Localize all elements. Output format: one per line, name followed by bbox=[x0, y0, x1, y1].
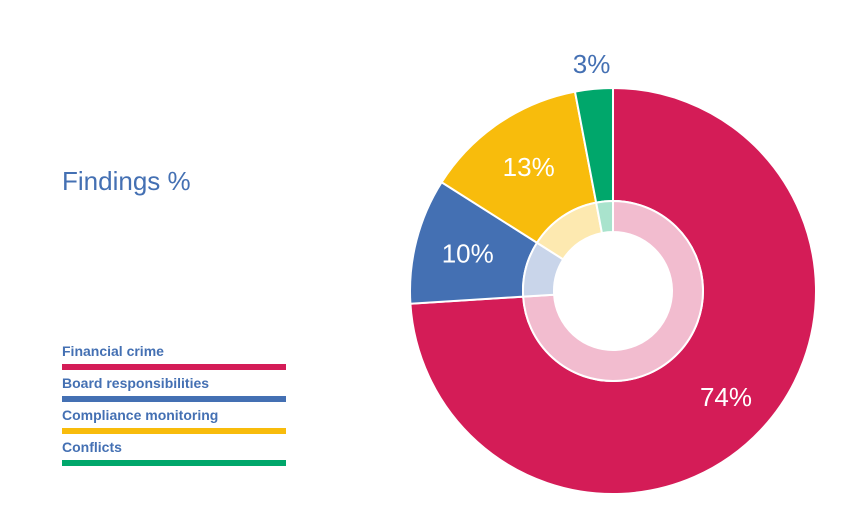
legend-label: Financial crime bbox=[62, 343, 164, 359]
data-label: 13% bbox=[503, 152, 555, 182]
legend-label: Compliance monitoring bbox=[62, 407, 219, 423]
legend-swatch bbox=[62, 396, 286, 402]
legend-item-financial-crime: Financial crime bbox=[62, 342, 286, 374]
legend-label: Board responsibilities bbox=[62, 375, 210, 391]
legend: Financial crime Board responsibilities C… bbox=[62, 342, 286, 470]
legend-item-conflicts: Conflicts bbox=[62, 438, 286, 470]
data-label: 10% bbox=[442, 239, 494, 269]
chart-title: Findings % bbox=[62, 166, 191, 196]
legend-label: Conflicts bbox=[62, 439, 122, 455]
slice-conflicts-inner-ring bbox=[594, 199, 614, 235]
legend-swatch bbox=[62, 364, 286, 370]
legend-swatch bbox=[62, 428, 286, 434]
legend-item-compliance-monitoring: Compliance monitoring bbox=[62, 406, 286, 438]
slice-financial-crime-inner-ring bbox=[522, 199, 704, 382]
legend-item-board-responsibilities: Board responsibilities bbox=[62, 374, 286, 406]
legend-swatch bbox=[62, 460, 286, 466]
data-label: 3% bbox=[573, 49, 611, 79]
data-label: 74% bbox=[700, 382, 752, 412]
